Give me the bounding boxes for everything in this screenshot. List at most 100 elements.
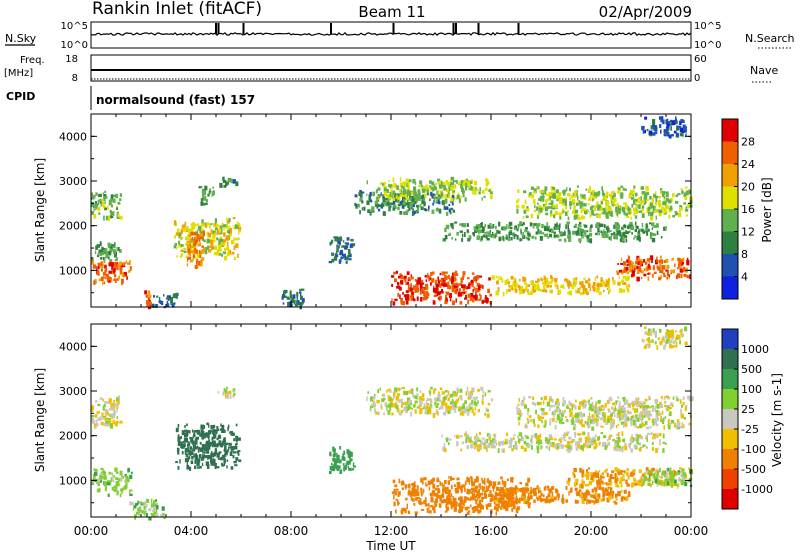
echo-cell [653,265,655,270]
echo-cell [561,437,563,441]
echo-cell [391,298,392,301]
echo-cell [388,180,390,182]
echo-cell [665,259,668,263]
echo-cell [521,239,522,241]
echo-cell [541,224,544,228]
echo-cell [108,217,110,221]
echo-cell [105,486,107,491]
echo-cell [487,413,490,418]
echo-cell [189,430,191,433]
echo-cell [682,134,684,137]
echo-cell [434,295,437,297]
echo-cell [333,449,334,454]
echo-cell [474,287,476,291]
echo-cell [598,228,600,232]
echo-cell [533,492,535,496]
echo-cell [633,186,635,189]
echo-cell [200,448,204,452]
echo-cell [461,485,463,488]
echo-cell [650,471,653,473]
echo-cell [118,479,120,482]
echo-cell [608,207,612,211]
echo-cell [507,479,509,482]
echo-cell [113,400,115,403]
echo-cell [120,193,122,197]
echo-cell [637,482,639,484]
echo-cell [468,437,469,440]
echo-cell [578,406,581,411]
echo-cell [419,401,422,406]
echo-cell [440,406,443,410]
echo-cell [439,503,442,508]
echo-cell [681,207,683,211]
echo-cell [648,276,650,281]
echo-cell [432,210,435,214]
echo-cell [117,404,119,408]
echo-cell [454,507,456,512]
echo-cell [120,216,123,220]
echo-cell [597,192,600,196]
echo-cell [176,428,179,432]
echo-cell [449,233,450,236]
echo-cell [224,256,227,260]
echo-cell [111,205,113,208]
echo-cell [389,397,391,401]
echo-cell [477,491,479,495]
echo-cell [443,182,445,185]
echo-cell [226,387,228,391]
echo-cell [185,433,188,438]
echo-cell [567,224,569,228]
echo-cell [624,213,626,216]
echo-cell [102,417,105,420]
echo-cell [638,258,639,261]
echo-cell [336,236,338,241]
echo-cell [486,488,489,492]
echo-cell [519,482,522,484]
echo-cell [519,498,521,500]
echo-cell [103,216,105,221]
echo-cell [434,402,436,406]
echo-cell [162,506,165,511]
echo-cell [662,472,665,474]
echo-cell [506,433,508,437]
echo-cell [451,177,455,181]
echo-cell [620,263,623,265]
echo-cell [410,493,411,497]
echo-cell [209,191,211,194]
echo-cell [552,491,554,496]
echo-cell [481,506,483,508]
echo-cell [441,291,443,294]
echo-cell [571,440,573,443]
echo-cell [413,298,415,301]
echo-cell [410,197,412,201]
echo-cell [460,196,462,199]
echo-cell [197,244,200,247]
echo-cell [181,229,183,234]
echo-cell [538,223,541,227]
echo-cell [451,505,453,509]
echo-cell [634,235,636,238]
echo-cell [354,203,356,206]
echo-cell [401,301,404,305]
echo-cell [101,422,104,425]
echo-cell [602,442,604,445]
echo-cell [167,301,169,304]
echo-cell [556,189,559,193]
echo-cell [610,487,613,490]
echo-cell [238,454,240,456]
echo-cell [223,251,226,253]
echo-cell [388,184,391,187]
echo-cell [488,494,491,497]
echo-cell [470,444,473,449]
echo-cell [607,498,609,503]
echo-cell [201,435,204,440]
noise-strip: N.Sky 10^5 10^0 10^5 10^0 N.Search [5,21,795,51]
echo-cell [186,454,189,458]
echo-cell [659,116,662,120]
echo-cell [423,500,426,504]
echo-cell [349,458,352,461]
echo-cell [427,189,429,193]
echo-cell [113,268,116,272]
echo-cell [593,501,595,504]
